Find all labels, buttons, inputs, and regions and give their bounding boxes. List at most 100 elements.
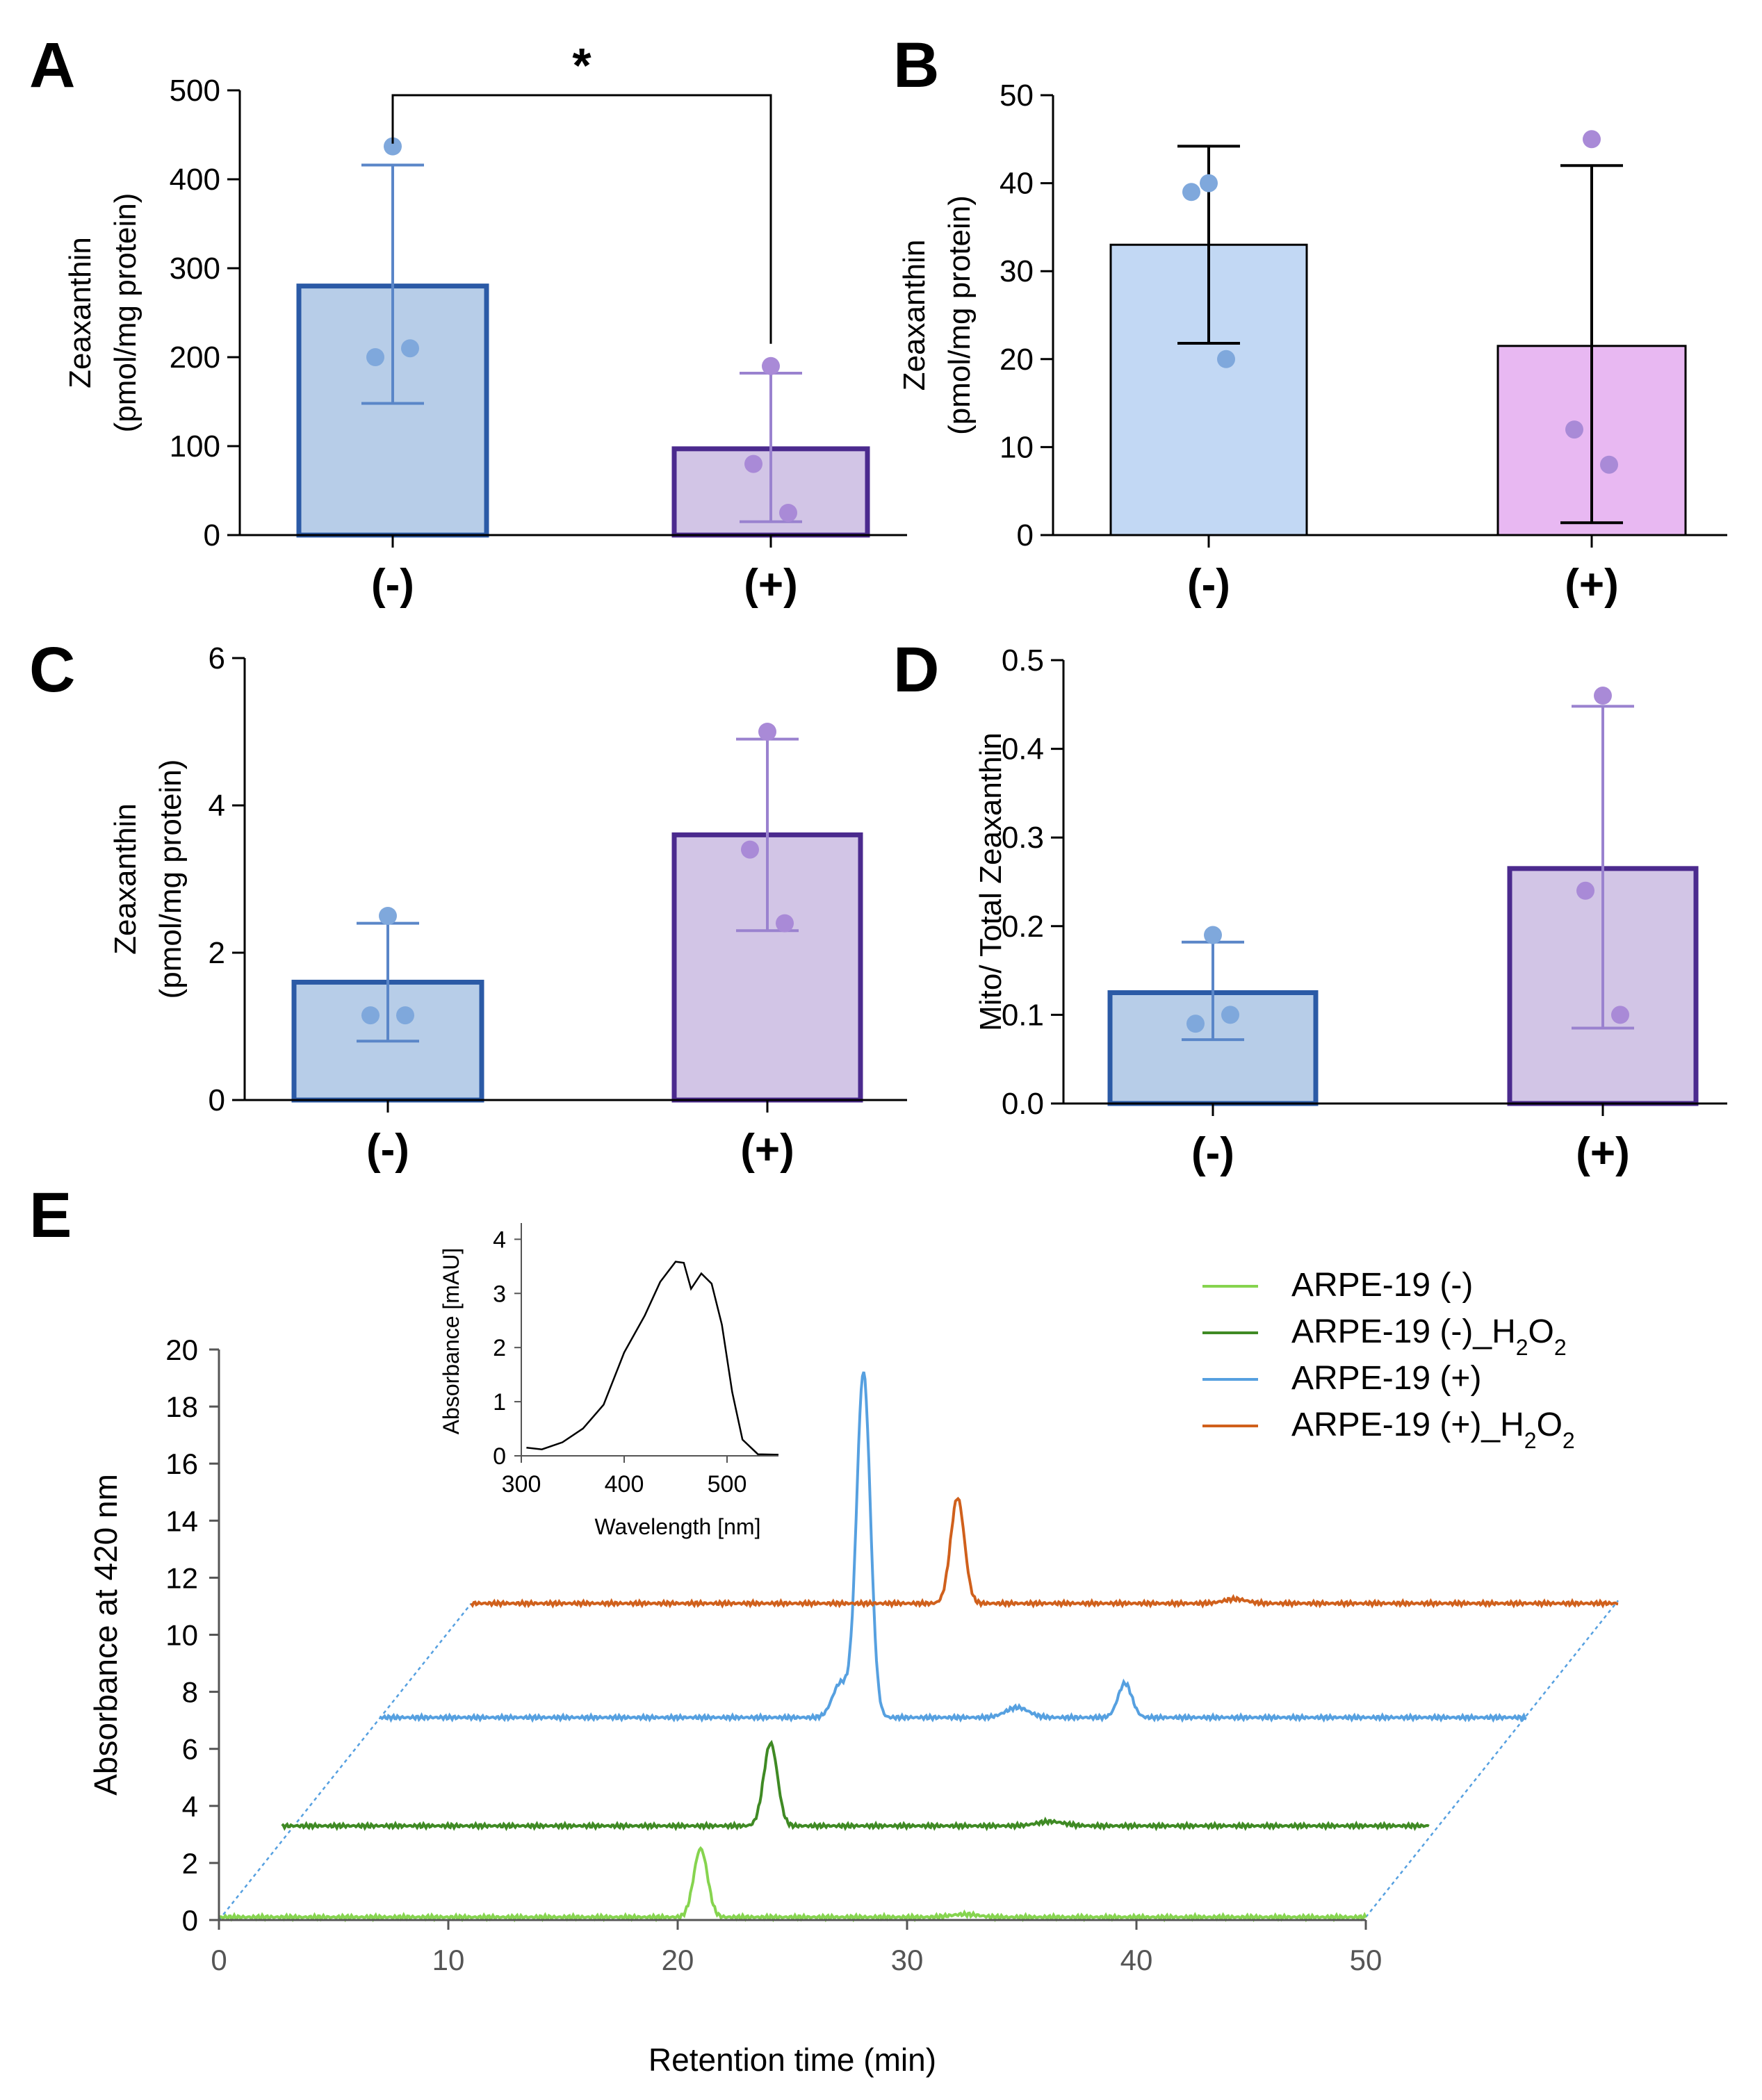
- data-point: [1186, 1015, 1205, 1033]
- y-tick-label: 10: [1000, 430, 1034, 464]
- y-tick-label: 200: [170, 341, 220, 375]
- data-point: [366, 348, 384, 366]
- y-tick-label: 0.3: [1002, 821, 1044, 855]
- y-axis-label: Zeaxanthin: [897, 240, 931, 391]
- y-tick-label: 400: [170, 163, 220, 197]
- data-point: [779, 504, 797, 522]
- legend-label: ARPE-19 (+)_H2O2: [1291, 1406, 1575, 1453]
- data-point: [384, 137, 402, 156]
- inset-y-axis-label: Absorbance [mAU]: [439, 1248, 464, 1435]
- inset-y-tick-label: 2: [493, 1335, 506, 1361]
- y-axis-label-units: (pmol/mg protein): [154, 760, 188, 999]
- data-point: [762, 356, 780, 375]
- y-tick-label: 30: [1000, 254, 1034, 288]
- perspective-guide-left: [218, 1602, 472, 1921]
- trace-line: [281, 1739, 1430, 1832]
- x-tick-label: (-): [1187, 561, 1230, 609]
- panel-letter: D: [893, 634, 939, 705]
- x-tick-label: (+): [1576, 1129, 1630, 1177]
- data-point: [1182, 183, 1200, 202]
- data-point: [361, 1006, 380, 1025]
- panel-letter: E: [29, 1180, 72, 1251]
- y-tick-label: 0.1: [1002, 998, 1044, 1032]
- x-tick-label: (-): [371, 561, 414, 609]
- panel-b: B 0 10 20 30 40 50 (-) (+) Zeaxanthin (pmol/mg pro…: [893, 30, 1727, 609]
- data-point: [1583, 130, 1601, 149]
- y-axis-label: Zeaxanthin: [63, 237, 97, 388]
- y-tick-label: 14: [165, 1504, 198, 1537]
- inset-x-tick-label: 500: [708, 1471, 747, 1498]
- x-tick-label: 20: [662, 1944, 694, 1976]
- y-tick-label: 100: [170, 429, 220, 464]
- data-point: [1200, 174, 1218, 192]
- x-tick-label: 30: [891, 1944, 924, 1976]
- x-tick-label: (+): [740, 1126, 794, 1174]
- y-tick-label: 0.4: [1002, 732, 1044, 766]
- x-tick-label: (-): [366, 1126, 409, 1174]
- y-axis-label: Mito/ Total Zeaxanthin: [974, 732, 1008, 1031]
- y-tick-label: 16: [165, 1447, 198, 1480]
- y-tick-label: 500: [170, 74, 220, 108]
- legend-label: ARPE-19 (-)_H2O2: [1291, 1313, 1567, 1360]
- legend-label: ARPE-19 (-): [1291, 1267, 1473, 1304]
- x-tick-label: (+): [1565, 561, 1619, 609]
- inset-chart: 0 1 2 3 4 300 400 500 Wavelength [nm] Absorbance …: [439, 1223, 779, 1539]
- data-point: [1594, 687, 1612, 705]
- bar: [1107, 990, 1319, 1106]
- y-tick-label: 50: [1000, 79, 1034, 113]
- y-axis-label-units: (pmol/mg protein): [943, 195, 977, 435]
- panel-c: C 0 2 4 6 (-) (+) Zeaxanthin (pmol/mg protein): [29, 634, 907, 1174]
- y-tick-label: 0: [1017, 518, 1034, 552]
- y-tick-label: 4: [209, 789, 225, 823]
- perspective-guide-right: [1365, 1600, 1619, 1918]
- data-point: [1204, 926, 1222, 944]
- trace-line: [470, 1496, 1619, 1609]
- y-axis-label: Absorbance at 420 nm: [88, 1474, 124, 1796]
- data-point: [396, 1006, 414, 1025]
- y-tick-label: 0.2: [1002, 910, 1044, 944]
- x-tick-label: 0: [211, 1944, 227, 1976]
- panel-a: A 0 100 200 300 400 500 (-) (+) Zeaxanthin (pmol/m…: [29, 30, 907, 609]
- data-point: [744, 454, 762, 473]
- y-tick-label: 0: [204, 518, 220, 552]
- y-tick-label: 10: [165, 1619, 198, 1652]
- panel-letter: B: [893, 30, 939, 101]
- y-tick-label: 12: [165, 1561, 198, 1594]
- inset-x-tick-label: 300: [502, 1471, 541, 1498]
- panel-d: D 0.0 0.1 0.2 0.3 0.4 0.5 (-) (+) Mito/ Total Zea…: [893, 634, 1727, 1177]
- inset-y-tick-label: 0: [493, 1443, 506, 1470]
- y-tick-label: 2: [209, 936, 225, 970]
- trace-line: [379, 1371, 1527, 1723]
- x-tick-label: 40: [1120, 1944, 1153, 1976]
- x-axis-label: Retention time (min): [648, 2042, 936, 2078]
- inset-y-tick-label: 4: [493, 1227, 506, 1253]
- data-point: [741, 840, 759, 859]
- inset-spectrum-line: [526, 1261, 779, 1456]
- y-tick-label: 2: [182, 1847, 198, 1880]
- y-tick-label: 40: [1000, 167, 1034, 201]
- significance-star: *: [572, 38, 592, 92]
- inset-x-tick-label: 400: [605, 1471, 644, 1498]
- y-tick-label: 20: [1000, 343, 1034, 377]
- y-tick-label: 4: [182, 1790, 198, 1823]
- y-tick-label: 0.0: [1002, 1087, 1044, 1121]
- x-tick-label: 10: [432, 1944, 465, 1976]
- y-tick-label: 6: [182, 1733, 198, 1766]
- y-tick-label: 6: [209, 641, 225, 675]
- panel-letter: C: [29, 634, 75, 705]
- legend-label: ARPE-19 (+): [1291, 1360, 1481, 1397]
- inset-x-axis-label: Wavelength [nm]: [595, 1514, 761, 1539]
- data-point: [1221, 1006, 1239, 1024]
- trace-line: [218, 1846, 1367, 1923]
- y-tick-label: 0: [209, 1083, 225, 1117]
- y-axis-label: Zeaxanthin: [108, 803, 142, 955]
- x-tick-label: (-): [1191, 1129, 1234, 1177]
- x-tick-label: (+): [744, 561, 798, 609]
- data-point: [1217, 350, 1235, 368]
- x-tick-label: 50: [1350, 1944, 1382, 1976]
- panel-letter: A: [29, 30, 75, 101]
- y-tick-label: 300: [170, 252, 220, 286]
- data-point: [1576, 881, 1594, 900]
